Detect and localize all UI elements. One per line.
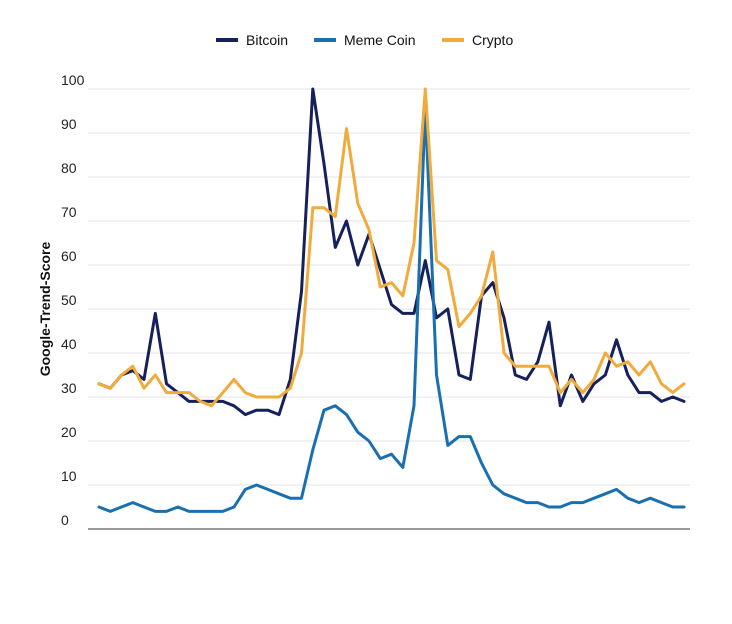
y-axis-label: Google-Trend-Score [37, 242, 53, 377]
y-tick-label-80: 80 [61, 160, 77, 176]
y-tick-label-0: 0 [61, 512, 69, 528]
gridlines [88, 88, 690, 486]
legend-label-meme-coin: Meme Coin [344, 32, 416, 48]
y-tick-label-70: 70 [61, 204, 77, 220]
series-line-crypto [97, 87, 686, 408]
legend-label-crypto: Crypto [472, 32, 513, 48]
y-tick-label-100: 100 [61, 72, 85, 88]
series-line-bitcoin [97, 87, 686, 417]
y-tick-label-60: 60 [61, 248, 77, 264]
y-tick-label-30: 30 [61, 380, 77, 396]
y-tick-label-40: 40 [61, 336, 77, 352]
y-tick-label-20: 20 [61, 424, 77, 440]
y-tick-label-50: 50 [61, 292, 77, 308]
y-tick-label-10: 10 [61, 468, 77, 484]
y-tick-label-90: 90 [61, 116, 77, 132]
legend: Bitcoin Meme Coin Crypto [216, 32, 513, 48]
y-axis-ticks: 0 10 20 30 40 50 60 70 80 90 100 [61, 72, 85, 528]
series-lines [97, 87, 686, 513]
legend-label-bitcoin: Bitcoin [246, 32, 288, 48]
series-line-meme-coin [97, 105, 686, 513]
